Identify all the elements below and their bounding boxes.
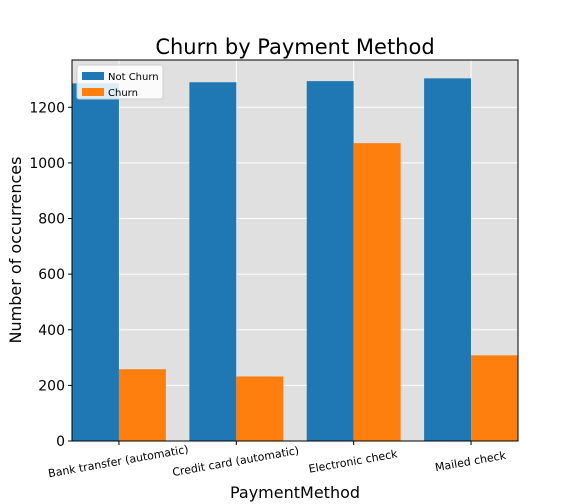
x-tick-label: Mailed check xyxy=(434,449,508,474)
x-tick-label: Bank transfer (automatic) xyxy=(47,443,189,481)
bar-not-churn xyxy=(424,78,472,442)
y-tick-label: 0 xyxy=(56,434,65,450)
legend-label: Not Churn xyxy=(108,72,159,83)
plot-border xyxy=(71,59,519,442)
bar-not-churn xyxy=(189,82,237,442)
bar-churn xyxy=(471,355,518,441)
bar-churn xyxy=(118,369,166,441)
bar-churn xyxy=(236,376,284,441)
bar-not-churn xyxy=(306,81,354,441)
x-axis-ticks: Bank transfer (automatic)Credit card (au… xyxy=(47,441,508,481)
legend-swatch xyxy=(82,88,104,96)
y-axis-label: Number of occurrences xyxy=(6,157,25,344)
x-axis-label: PaymentMethod xyxy=(230,483,360,502)
legend: Not Churn Churn xyxy=(76,64,164,100)
bar-not-churn xyxy=(72,83,119,441)
y-axis-ticks: 0 200 400 600 800 1000 1200 xyxy=(29,100,72,450)
y-tick-label: 800 xyxy=(38,212,65,228)
y-tick-label: 200 xyxy=(38,378,65,394)
x-tick-label: Electronic check xyxy=(308,447,399,476)
legend-swatch xyxy=(82,72,104,80)
chart-title: Churn by Payment Method xyxy=(155,35,434,59)
y-tick-label: 600 xyxy=(38,267,65,283)
bars xyxy=(72,78,518,442)
bar-churn xyxy=(353,143,401,441)
axes xyxy=(71,59,519,442)
y-tick-label: 1200 xyxy=(29,100,65,116)
y-tick-label: 1000 xyxy=(29,156,65,172)
y-tick-label: 400 xyxy=(38,323,65,339)
x-tick-label: Credit card (automatic) xyxy=(171,444,300,479)
legend-label: Churn xyxy=(108,88,138,99)
